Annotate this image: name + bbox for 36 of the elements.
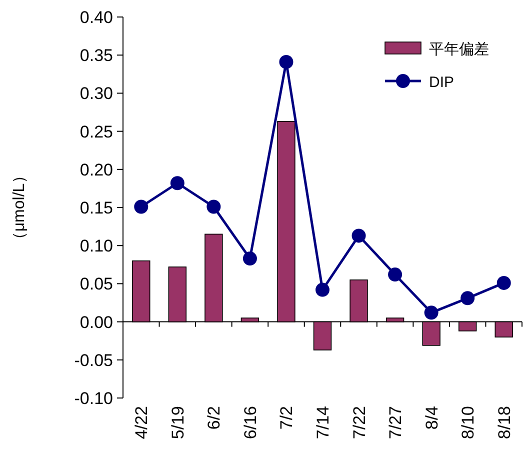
x-tick-label: 6/16: [240, 406, 260, 440]
x-tick-label: 7/14: [314, 406, 332, 440]
point: [496, 276, 511, 290]
y-tick-label: 0.30: [80, 84, 113, 104]
x-tick-label: 4/22: [132, 406, 152, 440]
x-tick-label: 8/18: [494, 406, 514, 440]
y-tick-label: 0.00: [80, 312, 113, 332]
y-tick-label: -0.05: [74, 350, 113, 370]
y-tick-label: 0.10: [80, 236, 113, 256]
point: [134, 200, 148, 214]
y-tick-label: 0.35: [80, 46, 113, 66]
point: [460, 291, 475, 306]
y-tick-label: 0.40: [80, 8, 113, 27]
y-tick-label: -0.10: [74, 389, 113, 408]
point: [424, 306, 438, 320]
legend-label: DIP: [429, 74, 454, 91]
x-tick-label: 7/27: [386, 406, 406, 440]
x-tick-label: 8/10: [458, 406, 478, 440]
point: [316, 282, 330, 297]
x-tick-label: 5/19: [168, 406, 188, 440]
x-tick-label: 7/22: [350, 406, 369, 440]
point: [242, 252, 257, 266]
x-tick-label: 6/2: [204, 406, 224, 430]
point: [206, 200, 221, 214]
point: [352, 228, 366, 243]
point: [170, 176, 184, 190]
point: [388, 268, 402, 282]
point: [279, 54, 294, 69]
x-tick-label: 7/2: [277, 406, 296, 430]
x-tick-label: 8/4: [422, 406, 442, 430]
y-tick-label: 0.20: [80, 160, 113, 180]
y-tick-label: 0.05: [80, 274, 113, 294]
legend-label: 平年偏差: [429, 41, 489, 58]
y-tick-label: 0.15: [80, 198, 113, 218]
y-axis-title: （μmol/L）: [11, 167, 28, 248]
y-tick-label: 0.25: [80, 122, 113, 142]
